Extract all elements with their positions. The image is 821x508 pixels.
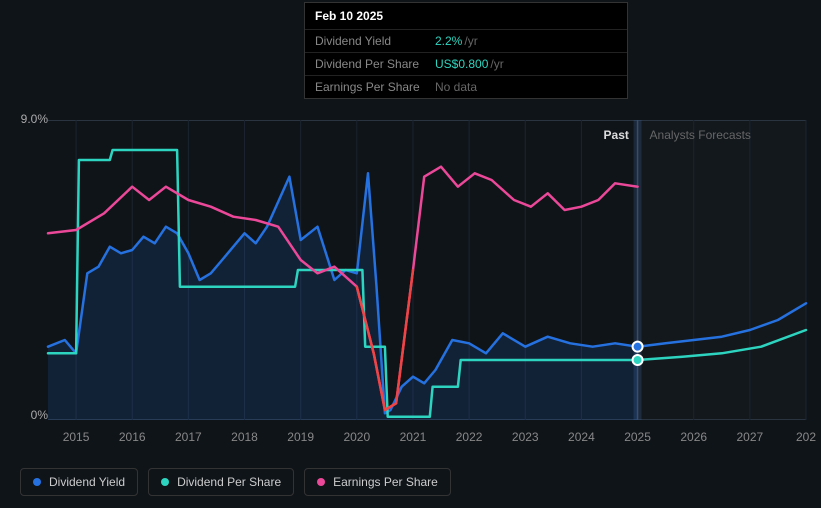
- tooltip-unit: /yr: [490, 57, 503, 71]
- tooltip-value: 2.2%: [435, 34, 462, 48]
- past-label: Past: [604, 128, 629, 142]
- x-axis-tick-label: 2018: [231, 430, 258, 444]
- x-axis-tick-label: 2019: [287, 430, 314, 444]
- tooltip-row: Dividend Per ShareUS$0.800 /yr: [305, 53, 627, 76]
- legend-item[interactable]: Dividend Yield: [20, 468, 138, 496]
- x-axis-tick-label: 2023: [512, 430, 539, 444]
- tooltip-value: US$0.800: [435, 57, 488, 71]
- x-axis-tick-label: 2015: [63, 430, 90, 444]
- forecast-label: Analysts Forecasts: [650, 128, 751, 142]
- tooltip-row: Earnings Per ShareNo data: [305, 76, 627, 98]
- legend-label: Dividend Per Share: [177, 475, 281, 489]
- tooltip-label: Dividend Per Share: [315, 57, 435, 71]
- tooltip-label: Dividend Yield: [315, 34, 435, 48]
- legend-dot-icon: [33, 478, 41, 486]
- legend-item[interactable]: Earnings Per Share: [304, 468, 451, 496]
- tooltip-label: Earnings Per Share: [315, 80, 435, 94]
- y-axis-label-max: 9.0%: [21, 112, 48, 126]
- legend: Dividend Yield Dividend Per Share Earnings…: [20, 468, 451, 496]
- chart-plot-area[interactable]: [48, 120, 806, 420]
- legend-dot-icon: [161, 478, 169, 486]
- tooltip-unit: /yr: [464, 34, 477, 48]
- x-axis-tick-label: 2027: [736, 430, 763, 444]
- legend-label: Dividend Yield: [49, 475, 125, 489]
- tooltip-nodata: No data: [435, 80, 477, 94]
- x-axis-tick-label: 2016: [119, 430, 146, 444]
- x-axis-tick-label: 2026: [680, 430, 707, 444]
- x-axis-tick-label: 2022: [456, 430, 483, 444]
- legend-dot-icon: [317, 478, 325, 486]
- x-axis-tick-label: 2025: [624, 430, 651, 444]
- legend-item[interactable]: Dividend Per Share: [148, 468, 294, 496]
- x-axis-tick-label: 2024: [568, 430, 595, 444]
- x-axis-tick-label: 2020: [343, 430, 370, 444]
- x-axis-tick-label: 202: [796, 430, 816, 444]
- x-axis-tick-label: 2017: [175, 430, 202, 444]
- x-axis-tick-label: 2021: [400, 430, 427, 444]
- tooltip-date: Feb 10 2025: [305, 3, 627, 30]
- tooltip-row: Dividend Yield2.2% /yr: [305, 30, 627, 53]
- hover-tooltip: Feb 10 2025 Dividend Yield2.2% /yrDivide…: [304, 2, 628, 99]
- y-axis-label-min: 0%: [31, 408, 48, 422]
- legend-label: Earnings Per Share: [333, 475, 438, 489]
